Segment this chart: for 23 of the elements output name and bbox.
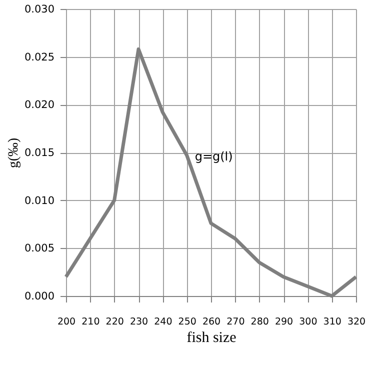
- x-tick-label: 280: [250, 316, 269, 328]
- x-tick-label: 220: [106, 316, 124, 328]
- x-tick-label: 230: [130, 316, 148, 328]
- y-axis-title: g(‰): [6, 138, 22, 168]
- x-tick-label: 250: [178, 316, 196, 328]
- x-tick-label: 260: [202, 316, 221, 328]
- y-tick-label: 0.020: [24, 99, 54, 112]
- y-tick-label: 0.005: [24, 242, 54, 255]
- x-axis-title: fish size: [186, 330, 237, 346]
- y-tick-label: 0.010: [24, 194, 54, 207]
- x-tick-label: 310: [323, 316, 342, 328]
- series-label: g=g(l): [194, 149, 233, 164]
- x-tick-label: 240: [154, 316, 172, 328]
- y-tick-label: 0.000: [24, 290, 54, 302]
- x-tick-label: 320: [347, 316, 366, 328]
- y-tick-label: 0.015: [24, 147, 54, 159]
- x-tick-label: 290: [274, 316, 294, 328]
- y-tick-label: 0.030: [24, 4, 54, 16]
- x-tick-label: 270: [226, 316, 245, 328]
- y-tick-label: 0.025: [24, 51, 54, 64]
- x-tick-label: 200: [57, 316, 76, 328]
- x-tick-label: 210: [82, 316, 100, 328]
- x-tick-label: 300: [299, 316, 318, 328]
